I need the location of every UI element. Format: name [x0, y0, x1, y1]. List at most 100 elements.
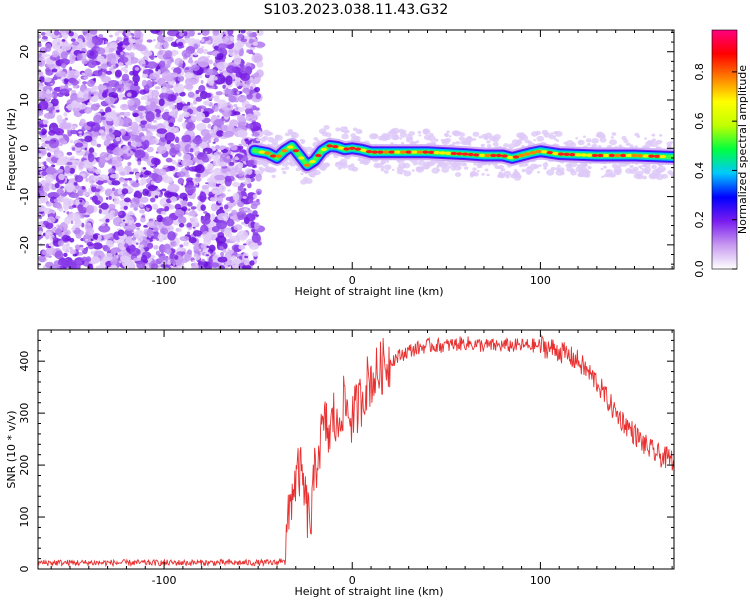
noise-blob: [139, 174, 144, 178]
noise-blob: [202, 48, 209, 55]
noise-blob: [67, 87, 73, 91]
noise-blob: [201, 91, 205, 95]
noise-blob: [92, 184, 98, 188]
noise-blob: [222, 248, 227, 253]
noise-blob: [129, 138, 133, 142]
snr-series-line: [38, 334, 674, 568]
noise-blob: [129, 217, 134, 220]
noise-blob: [42, 119, 49, 125]
halo-blob: [605, 169, 614, 176]
noise-blob: [120, 117, 133, 128]
noise-blob: [197, 74, 203, 79]
colorbar-tick-label: 0.4: [693, 162, 706, 180]
hotspot: [642, 154, 649, 158]
noise-blob: [96, 174, 110, 181]
noise-blob: [38, 110, 44, 117]
noise-blob: [63, 112, 68, 117]
noise-blob: [122, 86, 126, 89]
hotspot: [495, 153, 503, 158]
noise-blob: [255, 92, 261, 100]
noise-blob: [98, 129, 105, 134]
noise-blob: [247, 159, 255, 167]
hotspot: [365, 150, 373, 154]
noise-blob: [80, 150, 86, 155]
halo-blob: [412, 161, 418, 166]
noise-blob: [136, 227, 140, 231]
halo-blob: [612, 174, 616, 177]
noise-blob: [72, 125, 77, 129]
noise-blob: [201, 45, 204, 49]
noise-blob: [237, 33, 243, 39]
noise-blob: [123, 82, 132, 88]
noise-blob: [111, 156, 123, 163]
noise-blob: [233, 224, 243, 231]
noise-blob: [241, 265, 252, 269]
halo-blob: [383, 164, 392, 171]
noise-blob: [104, 40, 108, 44]
colorbar-tick-label: 0.2: [693, 211, 706, 229]
halo-blob: [579, 140, 583, 143]
noise-blob: [131, 128, 140, 136]
halo-blob: [403, 170, 412, 177]
snr-x-tick-label: 100: [530, 574, 551, 587]
halo-blob: [446, 130, 450, 134]
noise-blob: [43, 220, 49, 226]
spectrogram-y-tick-label: -10: [18, 188, 31, 206]
hotspot: [303, 163, 311, 167]
hotspot: [659, 154, 666, 159]
noise-blob: [251, 233, 261, 244]
hotspot: [399, 150, 407, 154]
halo-blob: [644, 137, 648, 140]
halo-blob: [458, 136, 465, 141]
halo-blob: [480, 143, 486, 148]
noise-blob: [184, 77, 195, 87]
noise-blob: [215, 144, 220, 150]
noise-blob: [182, 111, 191, 118]
noise-blob: [188, 237, 197, 244]
noise-blob: [240, 38, 248, 43]
noise-blob: [210, 132, 217, 138]
noise-blob: [232, 215, 238, 221]
halo-blob: [582, 135, 586, 138]
noise-blob: [109, 174, 119, 179]
hotspot: [574, 153, 582, 157]
noise-blob: [84, 108, 92, 114]
halo-blob: [284, 132, 290, 137]
noise-blob: [185, 173, 189, 177]
hotspot: [456, 152, 463, 156]
halo-blob: [384, 159, 390, 163]
hotspot: [298, 156, 305, 160]
noise-blob: [208, 244, 216, 252]
noise-blob: [55, 70, 67, 78]
halo-blob: [529, 163, 538, 170]
halo-blob: [544, 161, 548, 164]
halo-blob: [465, 136, 474, 143]
noise-blob: [208, 224, 213, 228]
noise-blob: [150, 157, 160, 165]
noise-blob: [59, 88, 70, 96]
noise-blob: [118, 61, 124, 67]
noise-blob: [84, 135, 93, 143]
hotspot: [309, 159, 316, 164]
noise-blob: [236, 37, 242, 41]
noise-blob: [51, 63, 55, 67]
halo-blob: [634, 145, 638, 149]
noise-blob: [44, 186, 50, 192]
noise-blob: [178, 114, 184, 121]
noise-blob: [58, 122, 72, 130]
noise-blob: [143, 53, 150, 59]
noise-blob: [162, 216, 174, 226]
hotspot: [484, 153, 491, 158]
noise-blob: [73, 182, 78, 186]
hotspot: [586, 153, 593, 157]
noise-blob: [71, 79, 79, 86]
hotspot: [343, 147, 350, 151]
colorbar-gradient: [711, 29, 738, 270]
noise-blob: [123, 179, 128, 184]
halo-blob: [569, 142, 577, 148]
noise-blob: [123, 205, 128, 210]
halo-blob: [662, 167, 666, 171]
spectrogram-y-tick-label: 20: [18, 45, 31, 59]
halo-blob: [533, 139, 536, 142]
halo-blob: [398, 162, 407, 169]
